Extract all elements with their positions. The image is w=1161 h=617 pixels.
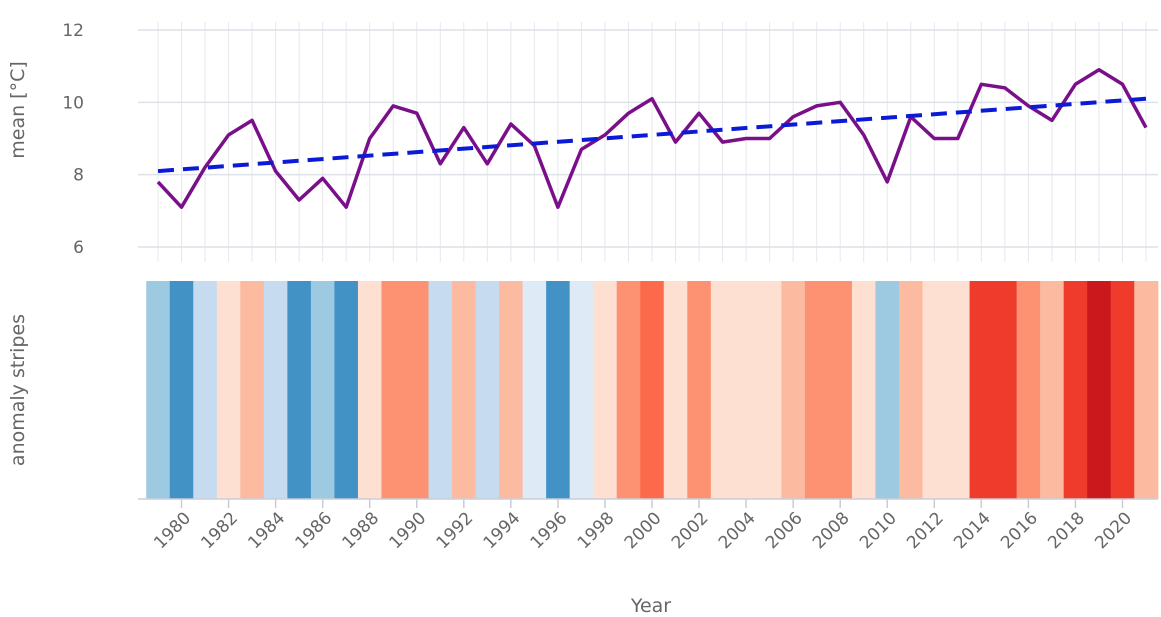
anomaly-stripe — [146, 281, 171, 499]
x-tick-label: 1994 — [480, 508, 525, 553]
anomaly-stripe — [969, 281, 994, 499]
anomaly-stripe — [851, 281, 877, 499]
y-tick-label: 6 — [73, 238, 84, 258]
x-tick-label: 1992 — [433, 508, 478, 553]
anomaly-stripe — [287, 281, 312, 499]
anomaly-stripe — [946, 281, 971, 499]
anomaly-stripe — [875, 281, 900, 499]
top-panel-grid — [138, 22, 1158, 262]
anomaly-stripe — [710, 281, 735, 499]
x-tick-label: 2014 — [950, 508, 995, 553]
anomaly-stripe — [263, 281, 288, 499]
anomaly-stripe — [475, 281, 500, 499]
anomaly-stripe — [310, 281, 336, 499]
anomaly-stripe — [1134, 281, 1159, 499]
x-tick-label: 2006 — [762, 508, 807, 553]
x-tick-label: 1990 — [386, 508, 431, 553]
x-tick-label: 2020 — [1091, 508, 1136, 553]
anomaly-stripe — [522, 281, 547, 499]
anomaly-stripe — [616, 281, 641, 499]
anomaly-stripe — [781, 281, 806, 499]
anomaly-stripe — [216, 281, 241, 499]
top-panel-series — [156, 68, 1148, 209]
top-y-axis-ticks: 6 8 10 12 — [62, 21, 84, 258]
anomaly-stripe — [499, 281, 524, 499]
anomaly-stripe — [1110, 281, 1135, 499]
anomaly-stripe — [381, 281, 406, 499]
x-tick-label: 1982 — [197, 508, 242, 553]
x-tick-label: 1986 — [291, 508, 336, 553]
x-tick-label: 2018 — [1044, 508, 1089, 553]
anomaly-stripe — [428, 281, 453, 499]
y-tick-label: 12 — [62, 21, 84, 41]
anomaly-stripe — [193, 281, 218, 499]
anomaly-stripe — [734, 281, 759, 499]
x-tick-label: 2004 — [715, 508, 760, 553]
x-tick-label: 1998 — [574, 508, 619, 553]
x-tick-label: 2000 — [621, 508, 666, 553]
trend-line — [157, 96, 1147, 174]
mean-temperature-line — [156, 68, 1148, 209]
x-tick-label: 1980 — [150, 508, 195, 553]
anomaly-stripe — [640, 281, 665, 499]
x-tick-label: 2010 — [856, 508, 901, 553]
anomaly-stripe — [899, 281, 924, 499]
anomaly-stripe — [593, 281, 618, 499]
x-tick-label: 1984 — [244, 508, 289, 553]
x-tick-label: 1996 — [527, 508, 572, 553]
anomaly-stripe — [828, 281, 853, 499]
anomaly-stripe — [1087, 281, 1112, 499]
x-axis-title: Year — [630, 595, 671, 617]
anomaly-stripe — [452, 281, 477, 499]
anomaly-stripe — [993, 281, 1018, 499]
top-y-axis-title: mean [°C] — [7, 61, 29, 159]
anomaly-stripe — [569, 281, 594, 499]
anomaly-stripe — [687, 281, 712, 499]
anomaly-stripe — [405, 281, 430, 499]
x-tick-label: 2008 — [809, 508, 854, 553]
anomaly-stripe — [757, 281, 782, 499]
anomaly-stripe — [334, 281, 359, 499]
anomaly-stripe — [1063, 281, 1088, 499]
y-tick-label: 8 — [73, 166, 84, 186]
x-tick-label: 2016 — [997, 508, 1042, 553]
bottom-y-axis-title: anomaly stripes — [7, 314, 29, 466]
anomaly-stripe — [1040, 281, 1065, 499]
anomaly-stripe — [240, 281, 265, 499]
anomaly-stripe — [663, 281, 688, 499]
x-tick-label: 1988 — [339, 508, 384, 553]
x-tick-label: 2012 — [903, 508, 948, 553]
anomaly-stripe — [804, 281, 830, 499]
x-tick-label: 2002 — [668, 508, 713, 553]
anomaly-stripe — [169, 281, 194, 499]
anomaly-stripes — [146, 281, 1159, 499]
anomaly-stripe — [922, 281, 947, 499]
y-tick-label: 10 — [62, 93, 84, 113]
anomaly-stripe — [1016, 281, 1041, 499]
anomaly-stripe — [546, 281, 571, 499]
x-axis-ticks: 1980 1982 1984 1986 1988 1990 1992 1994 1996 1998… — [150, 499, 1136, 553]
anomaly-stripe — [357, 281, 383, 499]
